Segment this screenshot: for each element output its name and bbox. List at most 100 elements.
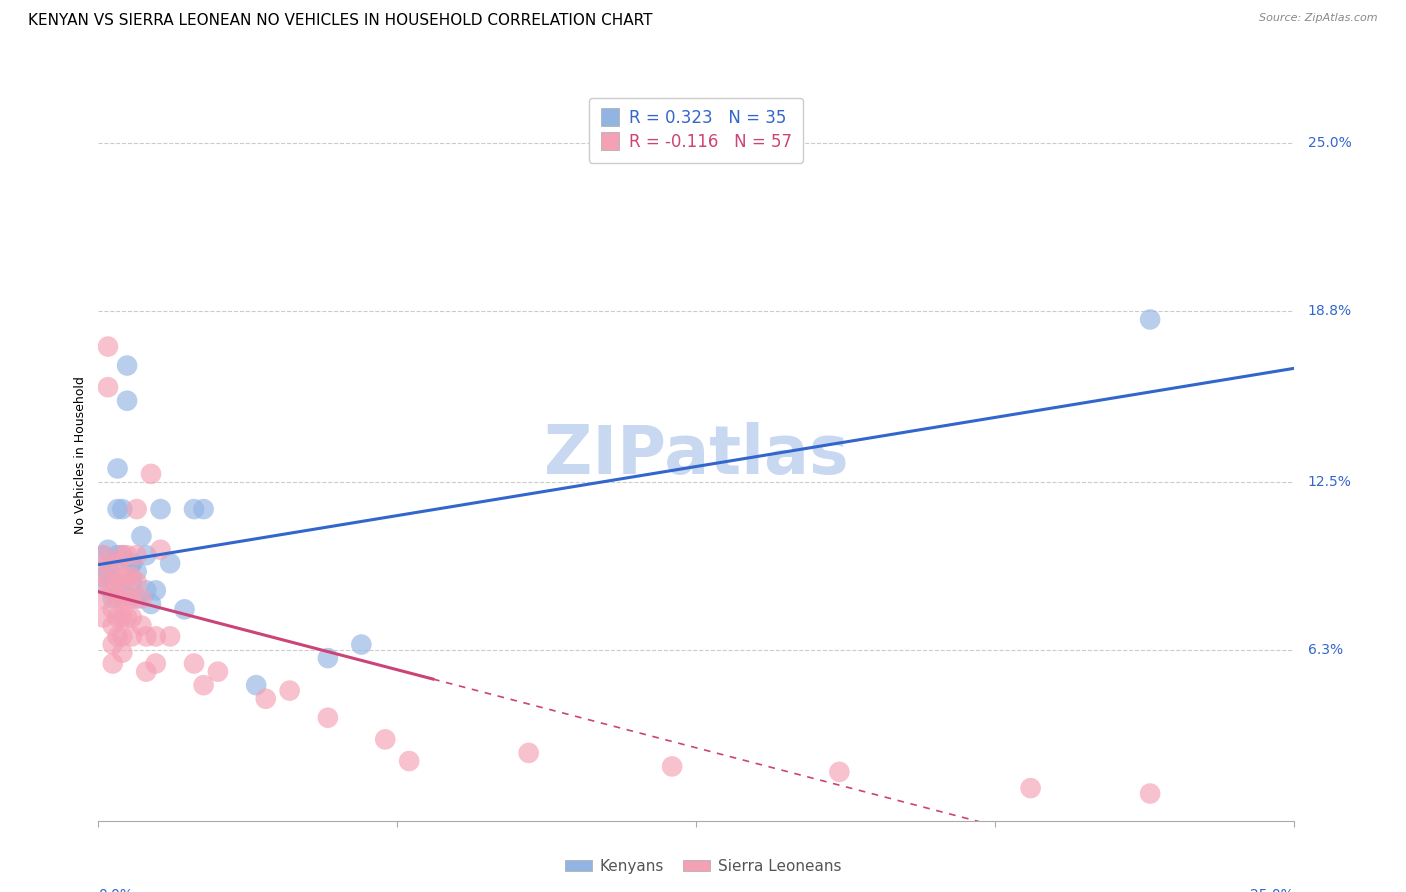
Point <box>115 610 138 624</box>
Point <box>173 602 195 616</box>
Point <box>91 548 114 562</box>
Point <box>316 711 339 725</box>
Point <box>159 629 181 643</box>
Point <box>107 629 129 643</box>
Point <box>135 583 157 598</box>
Point <box>121 629 143 643</box>
Point <box>131 591 153 606</box>
Point <box>111 502 134 516</box>
Point <box>107 575 129 590</box>
Point <box>183 657 205 671</box>
Point <box>193 678 215 692</box>
Point <box>101 575 124 590</box>
Text: 18.8%: 18.8% <box>1308 304 1353 318</box>
Point <box>115 591 138 606</box>
Point <box>1139 787 1161 801</box>
Point <box>245 678 267 692</box>
Point <box>316 651 339 665</box>
Point <box>125 502 148 516</box>
Point <box>398 754 420 768</box>
Point <box>374 732 396 747</box>
Point <box>101 618 124 632</box>
Text: ZIPatlas: ZIPatlas <box>544 422 848 488</box>
Point <box>97 556 120 570</box>
Point <box>207 665 229 679</box>
Point <box>115 548 138 562</box>
Point <box>101 591 124 606</box>
Legend: Kenyans, Sierra Leoneans: Kenyans, Sierra Leoneans <box>558 853 848 880</box>
Point <box>97 380 120 394</box>
Point <box>111 548 134 562</box>
Point <box>97 340 120 354</box>
Point <box>97 565 120 579</box>
Point <box>91 610 114 624</box>
Point <box>125 565 148 579</box>
Point <box>149 502 172 516</box>
Point <box>107 591 129 606</box>
Point <box>661 759 683 773</box>
Point <box>278 683 301 698</box>
Point <box>115 359 138 373</box>
Point <box>101 583 124 598</box>
Point <box>193 502 215 516</box>
Point <box>121 591 143 606</box>
Text: 25.0%: 25.0% <box>1250 888 1294 892</box>
Point <box>125 575 148 590</box>
Point <box>135 665 157 679</box>
Point <box>145 629 167 643</box>
Text: 25.0%: 25.0% <box>1308 136 1351 151</box>
Point <box>254 691 277 706</box>
Point <box>107 610 129 624</box>
Point <box>101 602 124 616</box>
Point <box>91 570 114 584</box>
Text: 0.0%: 0.0% <box>98 888 134 892</box>
Point <box>107 556 129 570</box>
Point <box>101 657 124 671</box>
Point <box>121 556 143 570</box>
Text: Source: ZipAtlas.com: Source: ZipAtlas.com <box>1260 13 1378 23</box>
Point <box>115 393 138 408</box>
Point <box>131 529 153 543</box>
Point <box>828 764 851 779</box>
Text: 12.5%: 12.5% <box>1308 475 1351 489</box>
Point <box>111 591 134 606</box>
Point <box>111 646 134 660</box>
Point <box>135 629 157 643</box>
Point <box>350 638 373 652</box>
Point <box>517 746 540 760</box>
Point <box>111 610 134 624</box>
Point <box>91 548 114 562</box>
Legend: R = 0.323   N = 35, R = -0.116   N = 57: R = 0.323 N = 35, R = -0.116 N = 57 <box>589 97 803 162</box>
Point <box>107 461 129 475</box>
Point <box>125 548 148 562</box>
Point <box>107 502 129 516</box>
Point <box>115 570 138 584</box>
Point <box>149 542 172 557</box>
Point <box>107 548 129 562</box>
Point <box>145 583 167 598</box>
Point <box>111 629 134 643</box>
Point <box>1139 312 1161 326</box>
Point <box>125 591 148 606</box>
Text: KENYAN VS SIERRA LEONEAN NO VEHICLES IN HOUSEHOLD CORRELATION CHART: KENYAN VS SIERRA LEONEAN NO VEHICLES IN … <box>28 13 652 29</box>
Point <box>183 502 205 516</box>
Point <box>111 570 134 584</box>
Point <box>121 575 143 590</box>
Text: 6.3%: 6.3% <box>1308 643 1343 657</box>
Point <box>131 618 153 632</box>
Point <box>97 542 120 557</box>
Point <box>101 638 124 652</box>
Point <box>101 556 124 570</box>
Point <box>121 570 143 584</box>
Point <box>97 581 120 595</box>
Y-axis label: No Vehicles in Household: No Vehicles in Household <box>75 376 87 533</box>
Point <box>139 467 162 481</box>
Point <box>91 570 114 584</box>
Point <box>121 556 143 570</box>
Point <box>121 610 143 624</box>
Point <box>111 583 134 598</box>
Point <box>145 657 167 671</box>
Point <box>91 591 114 606</box>
Point <box>159 556 181 570</box>
Point <box>97 575 120 590</box>
